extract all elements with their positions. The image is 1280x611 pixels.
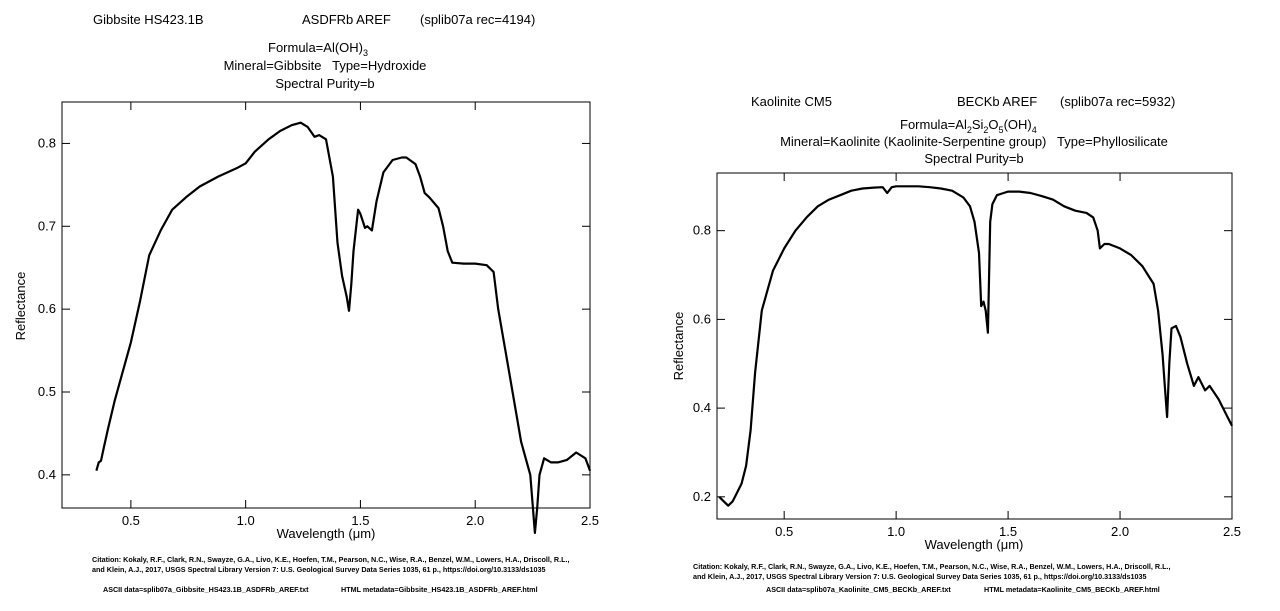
chart1-y-axis-label: Reflectance (13, 272, 28, 341)
chart1-citation-line2: and Klein, A.J., 2017, USGS Spectral Lib… (92, 565, 546, 574)
chart1-y-tick-label: 0.5 (38, 384, 56, 399)
chart1-x-axis-label: Wavelength (μm) (277, 526, 376, 541)
chart1-y-tick-label: 0.6 (38, 301, 56, 316)
chart2-citation-line2: and Klein, A.J., 2017, USGS Spectral Lib… (693, 572, 1147, 581)
chart2-y-axis-label: Reflectance (671, 312, 686, 381)
chart2-x-tick-label: 1.0 (887, 524, 905, 539)
chart2-formula-part-si: Si (972, 117, 984, 132)
chart1-plot-frame (61, 101, 591, 509)
chart1-y-tick-label: 0.4 (38, 467, 56, 482)
chart1-x-tick-label: 2.5 (581, 513, 599, 528)
chart1-sample-name: Gibbsite HS423.1B (93, 12, 204, 27)
chart2-series-line (718, 185, 1233, 507)
chart2-y-tick-label: 0.8 (693, 223, 711, 238)
chart1-y-tick-label: 0.8 (38, 135, 56, 150)
chart2-sample-name: Kaolinite CM5 (751, 94, 832, 109)
chart2-formula: Formula=Al2Si2O5(OH)4 (900, 117, 1037, 135)
chart2-spectrometer: BECKb AREF (957, 94, 1037, 109)
chart2-spectral-purity: Spectral Purity=b (924, 151, 1023, 166)
chart2-x-axis-label: Wavelength (μm) (925, 537, 1024, 552)
chart2-formula-sub-oh: 4 (1032, 125, 1037, 135)
chart1-x-tick-label: 1.5 (351, 513, 369, 528)
chart1-record: (splib07a rec=4194) (420, 12, 535, 27)
chart1-spectrometer: ASDFRb AREF (302, 12, 391, 27)
chart2-x-tick-label: 2.5 (1223, 524, 1241, 539)
chart2-citation-line1: Citation: Kokaly, R.F., Clark, R.N., Swa… (693, 562, 1170, 571)
chart1-x-tick-label: 1.0 (237, 513, 255, 528)
chart1-html-metadata: HTML metadata=Gibbsite_HS423.1B_ASDFRb_A… (341, 585, 538, 594)
chart1-series-line (95, 121, 592, 534)
chart1-mineral-type: Mineral=Gibbsite Type=Hydroxide (224, 58, 427, 73)
chart2-x-tick-label: 2.0 (1111, 524, 1129, 539)
chart1-y-tick-label: 0.7 (38, 218, 56, 233)
chart2-ascii-data: ASCII data=splib07a_Kaolinite_CM5_BECKb_… (766, 585, 951, 594)
chart-gibbsite: Gibbsite HS423.1B ASDFRb AREF (splib07a … (13, 12, 599, 594)
chart1-formula-sub: 3 (363, 48, 368, 58)
chart2-plot-frame (716, 172, 1233, 520)
chart1-citation-line1: Citation: Kokaly, R.F., Clark, R.N., Swa… (92, 555, 569, 564)
chart1-formula: Formula=Al(OH)3 (268, 40, 368, 58)
chart2-formula-sub-si: 2 (983, 125, 988, 135)
chart2-formula-part-0: Formula=Al (900, 117, 967, 132)
chart2-y-tick-label: 0.4 (693, 400, 711, 415)
chart2-formula-sub-al: 2 (967, 125, 972, 135)
chart2-formula-part-oh: (OH) (1004, 117, 1032, 132)
chart2-x-tick-label: 0.5 (775, 524, 793, 539)
chart2-y-tick-label: 0.6 (693, 311, 711, 326)
chart1-ascii-data: ASCII data=splib07a_Gibbsite_HS423.1B_AS… (103, 585, 309, 594)
chart2-mineral-type: Mineral=Kaolinite (Kaolinite-Serpentine … (780, 134, 1168, 149)
chart2-html-metadata: HTML metadata=Kaolinite_CM5_BECKb_AREF.h… (984, 585, 1160, 594)
chart1-spectral-purity: Spectral Purity=b (275, 76, 374, 91)
chart2-x-tick-label: 1.5 (999, 524, 1017, 539)
chart1-formula-main: Formula=Al(OH) (268, 40, 363, 55)
chart-kaolinite: Kaolinite CM5 BECKb AREF (splib07a rec=5… (671, 94, 1241, 594)
chart2-formula-sub-o: 5 (999, 125, 1004, 135)
chart2-record: (splib07a rec=5932) (1060, 94, 1175, 109)
chart1-x-tick-label: 2.0 (466, 513, 484, 528)
chart1-x-tick-label: 0.5 (122, 513, 140, 528)
chart2-formula-part-o: O (988, 117, 998, 132)
chart2-y-tick-label: 0.2 (693, 489, 711, 504)
